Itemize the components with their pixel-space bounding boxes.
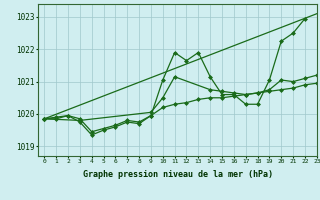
X-axis label: Graphe pression niveau de la mer (hPa): Graphe pression niveau de la mer (hPa) [83,170,273,179]
